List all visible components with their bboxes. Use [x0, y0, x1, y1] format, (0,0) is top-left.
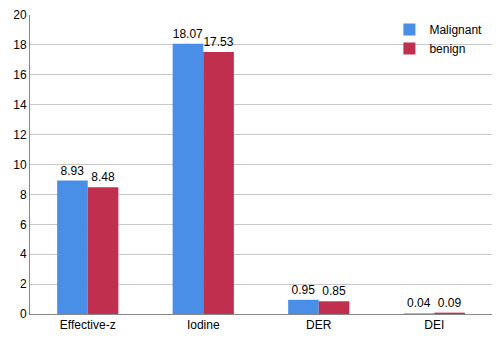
svg-text:DEI: DEI — [424, 318, 444, 332]
svg-text:12: 12 — [13, 128, 27, 142]
svg-text:0.09: 0.09 — [438, 296, 462, 310]
svg-text:17.53: 17.53 — [203, 35, 233, 49]
svg-text:8.48: 8.48 — [91, 170, 115, 184]
svg-text:18: 18 — [13, 38, 27, 52]
svg-text:DER: DER — [306, 318, 332, 332]
svg-text:18.07: 18.07 — [173, 27, 203, 41]
svg-text:10: 10 — [13, 158, 27, 172]
svg-text:Iodine: Iodine — [187, 318, 220, 332]
svg-text:0: 0 — [20, 307, 27, 321]
svg-text:8.93: 8.93 — [61, 164, 85, 178]
svg-text:4: 4 — [20, 247, 27, 261]
svg-text:14: 14 — [13, 98, 27, 112]
svg-text:20: 20 — [13, 8, 27, 22]
svg-text:16: 16 — [13, 68, 27, 82]
svg-text:0.85: 0.85 — [322, 284, 346, 298]
svg-text:benign: benign — [429, 42, 465, 56]
svg-text:8: 8 — [20, 188, 27, 202]
svg-text:Effective-z: Effective-z — [60, 318, 116, 332]
svg-text:6: 6 — [20, 218, 27, 232]
svg-text:2: 2 — [20, 277, 27, 291]
svg-text:Malignant: Malignant — [429, 23, 482, 37]
svg-text:0.04: 0.04 — [407, 296, 431, 310]
svg-text:0.95: 0.95 — [292, 283, 316, 297]
